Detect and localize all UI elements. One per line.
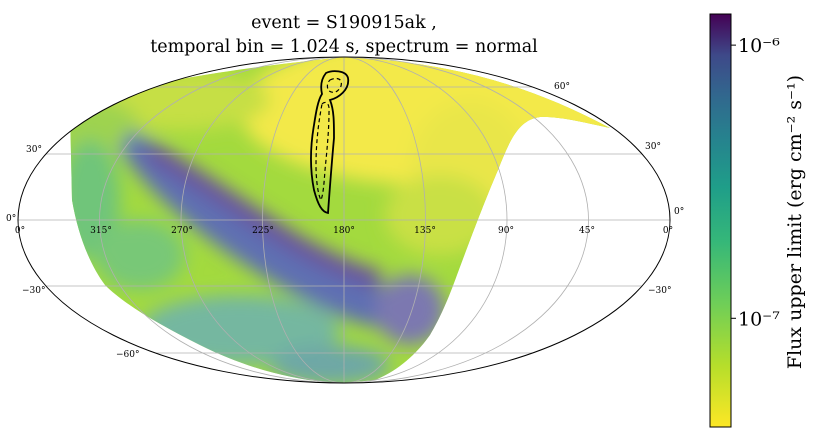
- lat-tick-m30-right: −30°: [648, 286, 672, 296]
- latitude-ticks: 60° 30° 30° 0° 0° −30° −30° −60°: [6, 82, 684, 360]
- contour-outer: [310, 70, 350, 215]
- map-boundary: [17, 56, 671, 384]
- colorbar-gradient: [709, 13, 732, 428]
- lon-tick-225: 225°: [252, 226, 274, 236]
- chart-title-line1: event = S190915ak ,: [251, 13, 437, 33]
- colorbar-tick-label: 10⁻⁶: [738, 35, 780, 57]
- lat-tick-p30-right: 30°: [645, 142, 661, 152]
- lon-tick-315: 315°: [90, 226, 112, 236]
- colorbar-ticks: 10⁻⁶ 10⁻⁷: [731, 35, 780, 330]
- colorbar-tick-label: 10⁻⁷: [738, 308, 780, 330]
- grid-meridian-2: [180, 57, 508, 383]
- lat-tick-0-left: 0°: [6, 214, 16, 224]
- grid-meridian-3: [262, 57, 426, 383]
- contour-inner: [315, 77, 342, 202]
- lat-tick-0-right: 0°: [674, 207, 684, 217]
- colorbar: 10⁻⁶ 10⁻⁷ Flux upper limit (erg cm⁻² s⁻¹): [709, 13, 806, 428]
- lon-tick-45: 45°: [579, 226, 595, 236]
- lon-tick-135: 135°: [414, 226, 436, 236]
- lon-tick-0-right: 0°: [663, 226, 673, 236]
- lat-tick-p60: 60°: [554, 82, 570, 92]
- colorbar-label: Flux upper limit (erg cm⁻² s⁻¹): [784, 75, 806, 369]
- colorbar-label-text: Flux upper limit (erg cm⁻² s⁻¹): [784, 75, 806, 369]
- lat-tick-m60: −60°: [116, 350, 140, 360]
- lat-tick-p30-left: 30°: [26, 145, 42, 155]
- lon-tick-270: 270°: [171, 226, 193, 236]
- lon-tick-180: 180°: [333, 226, 355, 236]
- localization-contours: [310, 70, 350, 215]
- chart-title-line2: temporal bin = 1.024 s, spectrum = norma…: [150, 37, 538, 57]
- longitude-ticks: 0° 315° 270° 225° 180° 135° 90° 45° 0°: [15, 226, 673, 236]
- lon-tick-90: 90°: [498, 226, 514, 236]
- lat-tick-m30-left: −30°: [22, 286, 46, 296]
- grid-meridian-1: [99, 57, 589, 383]
- lon-tick-0-left: 0°: [15, 226, 25, 236]
